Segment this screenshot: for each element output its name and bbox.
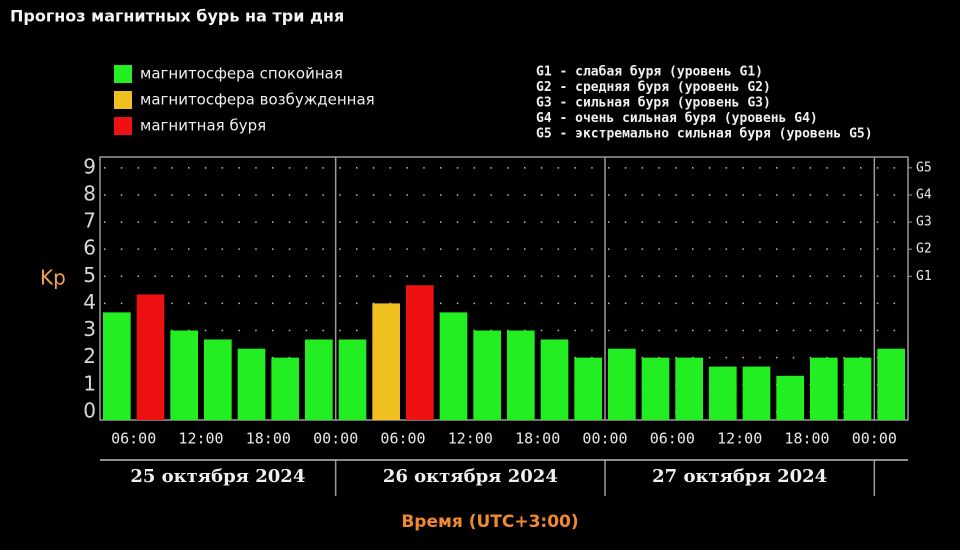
legend-label: магнитосфера спокойная <box>140 65 343 83</box>
glow <box>220 0 740 80</box>
y-tick-label: 2 <box>83 344 96 368</box>
bar <box>136 294 165 420</box>
note: G3 - сильная буря (уровень G3) <box>536 96 771 111</box>
note: G2 - средняя буря (уровень G2) <box>536 80 771 95</box>
bar <box>776 375 804 420</box>
day-label: 25 октября 2024 <box>130 466 305 487</box>
day-label: 26 октября 2024 <box>383 466 558 487</box>
bar <box>877 348 905 420</box>
x-tick-label: 06:00 <box>380 430 425 448</box>
y-tick-label: 5 <box>83 263 96 287</box>
bar <box>204 339 232 420</box>
bar <box>574 357 602 420</box>
bar <box>608 348 636 420</box>
x-tick-label: 18:00 <box>515 430 560 448</box>
y-tick-label: 3 <box>83 317 96 341</box>
y2-tick-label: G5 <box>916 160 932 175</box>
x-tick-label: 12:00 <box>178 430 223 448</box>
y2-tick-label: G4 <box>916 187 932 202</box>
y-tick-label: 8 <box>83 181 96 205</box>
y-tick-label: 1 <box>83 371 96 395</box>
legend-label: магнитная буря <box>140 117 266 135</box>
bar <box>103 312 131 420</box>
bar <box>641 357 670 420</box>
x-tick-label: 18:00 <box>246 430 291 448</box>
plot-frame <box>99 156 909 421</box>
note: G5 - экстремально сильная буря (уровень … <box>536 127 873 142</box>
bar <box>742 366 771 420</box>
bar <box>843 357 872 420</box>
x-tick-label: 06:00 <box>111 430 156 448</box>
y-tick-label: 4 <box>83 290 96 314</box>
legend-swatch <box>114 117 132 135</box>
legend-swatch <box>114 91 132 109</box>
bar <box>237 348 266 420</box>
bar <box>540 339 569 420</box>
x-tick-label: 06:00 <box>650 430 695 448</box>
x-tick-label: 00:00 <box>313 430 358 448</box>
legend-swatch <box>114 65 132 83</box>
note: G4 - очень сильная буря (уровень G4) <box>536 111 818 126</box>
y-tick-label: 9 <box>83 154 96 178</box>
bar <box>372 303 400 420</box>
y-axis-label: Kp <box>40 266 66 290</box>
y-tick-label: 7 <box>83 209 96 233</box>
y-tick-label: 6 <box>83 236 96 260</box>
bar <box>439 312 468 420</box>
note: G1 - слабая буря (уровень G1) <box>536 65 763 80</box>
x-tick-label: 12:00 <box>717 430 762 448</box>
bar <box>473 330 501 420</box>
y-tick-label: 0 <box>83 398 96 422</box>
bar <box>406 285 434 420</box>
bar <box>305 339 333 420</box>
bar <box>271 357 299 420</box>
legend-label: магнитосфера возбужденная <box>140 91 375 109</box>
y2-tick-label: G1 <box>916 269 932 284</box>
bar <box>507 330 535 420</box>
bar <box>810 357 838 420</box>
x-tick-label: 18:00 <box>784 430 829 448</box>
bar <box>170 330 198 420</box>
x-tick-label: 00:00 <box>582 430 627 448</box>
x-tick-label: 00:00 <box>852 430 897 448</box>
y2-tick-label: G2 <box>916 242 932 257</box>
bar <box>338 339 367 420</box>
chart-title: Прогноз магнитных бурь на три дня <box>10 7 344 26</box>
bar <box>675 357 703 420</box>
x-axis-label: Время (UTC+3:00) <box>401 512 578 532</box>
y2-tick-label: G3 <box>916 215 932 230</box>
day-label: 27 октября 2024 <box>652 466 827 487</box>
x-tick-label: 12:00 <box>448 430 493 448</box>
bar <box>709 366 737 420</box>
